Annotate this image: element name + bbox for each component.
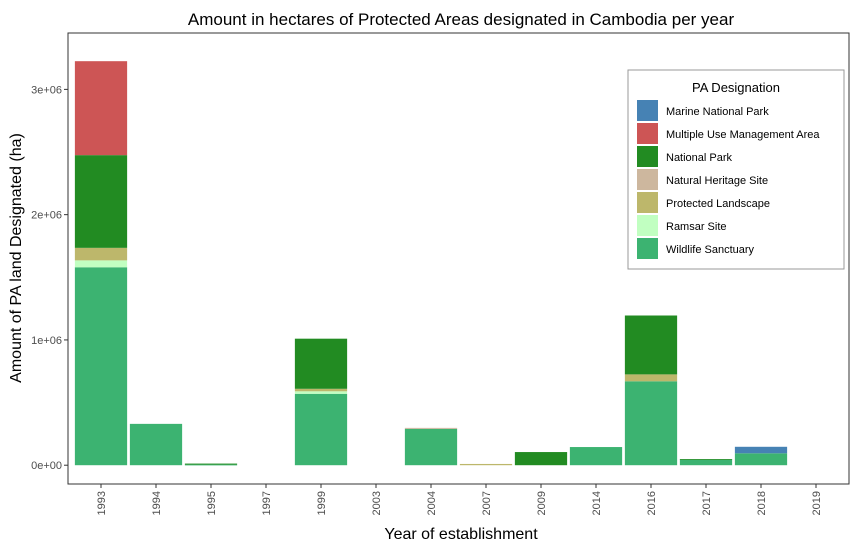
- chart-title: Amount in hectares of Protected Areas de…: [188, 10, 735, 29]
- y-axis-title: Amount of PA land Designated (ha): [8, 133, 25, 383]
- legend-label: Marine National Park: [666, 106, 769, 118]
- bar-segment-2016-national-park: [624, 315, 678, 375]
- legend-label: Natural Heritage Site: [666, 175, 768, 187]
- bar-segment-2016-wildlife-sanctuary: [624, 381, 678, 466]
- x-tick-label: 2014: [591, 491, 603, 515]
- x-tick-label: 2019: [811, 491, 823, 515]
- bar-segment-2018-wildlife-sanctuary: [734, 453, 788, 466]
- legend-title: PA Designation: [692, 80, 780, 95]
- bar-segment-1999-protected-landscape: [294, 388, 348, 392]
- bar-segment-2017-wildlife-sanctuary: [679, 459, 733, 466]
- x-tick-label: 1999: [316, 491, 328, 515]
- bar-segment-2009-national-park: [514, 452, 568, 466]
- x-tick-label: 1994: [151, 491, 163, 515]
- bar-segment-1999-national-park: [294, 338, 348, 389]
- x-axis-title: Year of establishment: [384, 526, 538, 543]
- x-tick-label: 1997: [261, 491, 273, 515]
- x-tick-label: 2017: [701, 491, 713, 515]
- y-axis: 0e+00 1e+06 2e+06 3e+06: [31, 84, 68, 472]
- bar-segment-1993-protected-landscape: [74, 247, 128, 261]
- legend-box: [627, 69, 845, 270]
- y-tick-label: 2e+06: [31, 210, 62, 222]
- bar-segment-1995-wildlife-sanctuary: [184, 464, 238, 466]
- bar-segment-2004-natural-heritage-site: [404, 427, 458, 429]
- legend-key-protected-landscape: [637, 192, 658, 213]
- legend-label: Wildlife Sanctuary: [666, 244, 755, 256]
- legend-key-multiple-use-management-area: [637, 123, 658, 144]
- bar-segment-2016-protected-landscape: [624, 374, 678, 382]
- legend-key-national-park: [637, 146, 658, 167]
- bar-segment-1993-national-park: [74, 155, 128, 248]
- y-tick-label: 1e+06: [31, 335, 62, 347]
- bar-segment-2017-national-park: [679, 459, 733, 460]
- bar-segment-1995-national-park: [184, 463, 238, 465]
- bar-segment-1999-wildlife-sanctuary: [294, 393, 348, 466]
- y-tick-label: 3e+06: [31, 84, 62, 96]
- plot-panel: [67, 32, 850, 485]
- bar-segment-2018-marine-national-park: [734, 446, 788, 454]
- x-axis: 1993 1994 1995 1997 1999 2003 2004 2007 2009 2014…: [96, 484, 823, 515]
- x-tick-label: 2009: [536, 491, 548, 515]
- bar-segment-2014-wildlife-sanctuary: [569, 447, 623, 466]
- x-tick-label: 2018: [756, 491, 768, 515]
- bar-segment-1993-wildlife-sanctuary: [74, 267, 128, 466]
- x-tick-label: 2016: [646, 491, 658, 515]
- legend-key-natural-heritage-site: [637, 169, 658, 190]
- legend-label: Protected Landscape: [666, 198, 770, 210]
- x-tick-label: 2004: [426, 491, 438, 515]
- bar-segment-1994-wildlife-sanctuary: [129, 423, 183, 466]
- legend-key-wildlife-sanctuary: [637, 238, 658, 259]
- legend-label: Multiple Use Management Area: [666, 129, 820, 141]
- x-tick-label: 1993: [96, 491, 108, 515]
- y-tick-label: 0e+00: [31, 460, 62, 472]
- legend-key-ramsar-site: [637, 215, 658, 236]
- legend: PA Designation Marine National Park Multi…: [627, 69, 845, 270]
- bar-segment-1999-ramsar-site: [294, 391, 348, 394]
- bar-segment-2004-wildlife-sanctuary: [404, 428, 458, 466]
- bar-segment-1993-multiple-use-management-area: [74, 61, 128, 156]
- bars: [74, 61, 788, 466]
- x-tick-label: 2007: [481, 491, 493, 515]
- bar-segment-1993-ramsar-site: [74, 260, 128, 268]
- legend-label: Ramsar Site: [666, 221, 727, 233]
- legend-key-marine-national-park: [637, 100, 658, 121]
- x-tick-label: 2003: [371, 491, 383, 515]
- legend-label: National Park: [666, 152, 733, 164]
- bar-segment-2007-protected-landscape: [459, 463, 513, 466]
- x-tick-label: 1995: [206, 491, 218, 515]
